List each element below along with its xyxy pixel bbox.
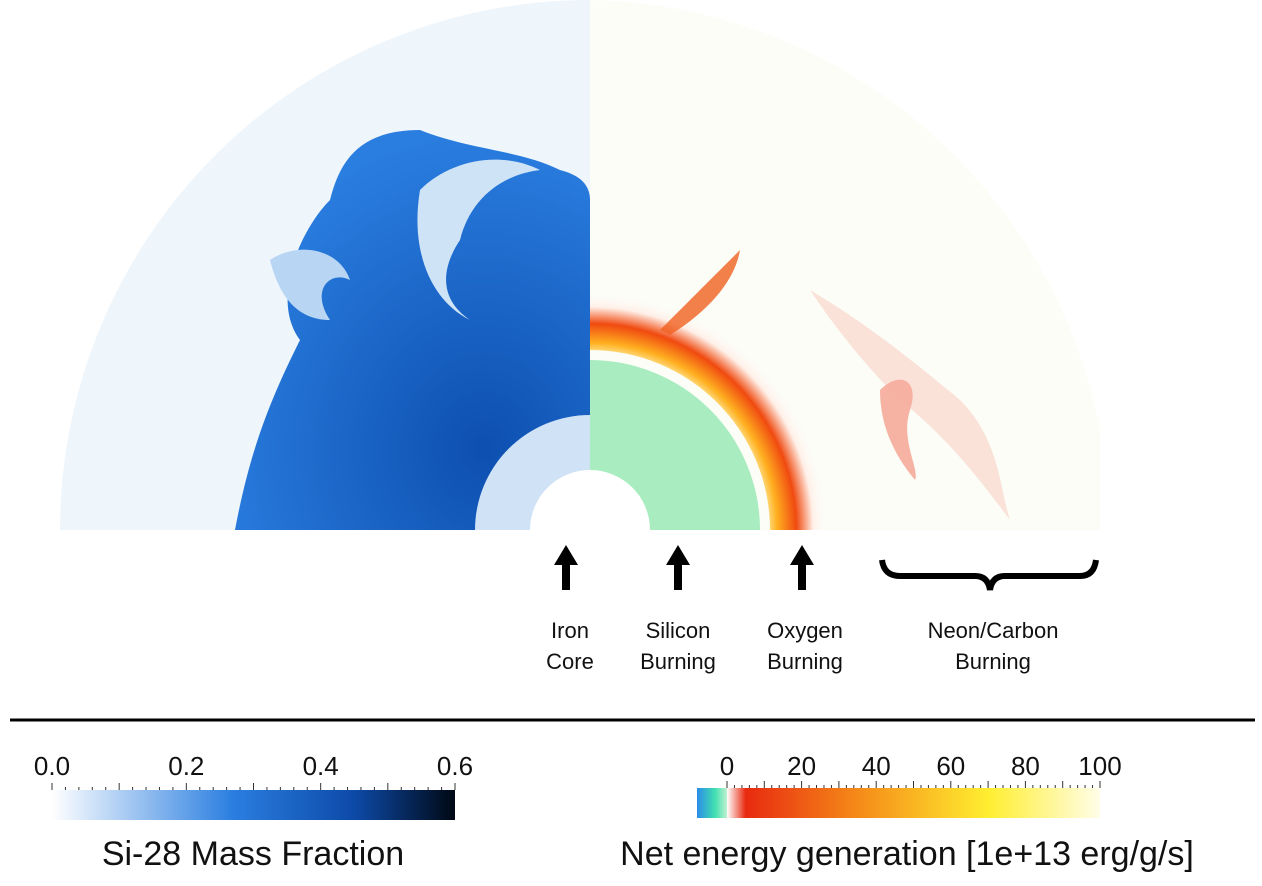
region-labels: Iron Core Silicon Burning Oxygen Burning Neon/… [546, 618, 1058, 674]
tick-label: 20 [787, 751, 816, 781]
tick-label: 0 [720, 751, 734, 781]
tick-label: 0.4 [303, 751, 339, 781]
colorbar-title: Si-28 Mass Fraction [102, 835, 404, 873]
region-label: Burning [955, 649, 1031, 674]
colorbar-si [52, 790, 455, 820]
tick-label: 40 [862, 751, 891, 781]
simulation-image [60, 0, 1100, 530]
tick-label: 0.0 [34, 751, 70, 781]
arrows [554, 545, 1099, 591]
tick-label: 80 [1011, 751, 1040, 781]
tick-label: 0.2 [168, 751, 204, 781]
region-label: Silicon [646, 618, 711, 643]
tick-label: 0.6 [437, 751, 473, 781]
region-label: Burning [767, 649, 843, 674]
region-label: Core [546, 649, 594, 674]
region-label: Oxygen [767, 618, 843, 643]
tick-label: 60 [936, 751, 965, 781]
colorbars: 0.0 0.2 0.4 0.6 Si-28 Mass Fraction 0 20 40 60 80… [34, 751, 1194, 873]
colorbar-title: Net energy generation [1e+13 erg/g/s] [620, 835, 1194, 873]
colorbar-energy [727, 788, 1100, 818]
colorbar-negative [697, 788, 727, 818]
region-label: Burning [640, 649, 716, 674]
tick-label: 100 [1078, 751, 1121, 781]
region-label: Iron [551, 618, 589, 643]
region-label: Neon/Carbon [928, 618, 1059, 643]
